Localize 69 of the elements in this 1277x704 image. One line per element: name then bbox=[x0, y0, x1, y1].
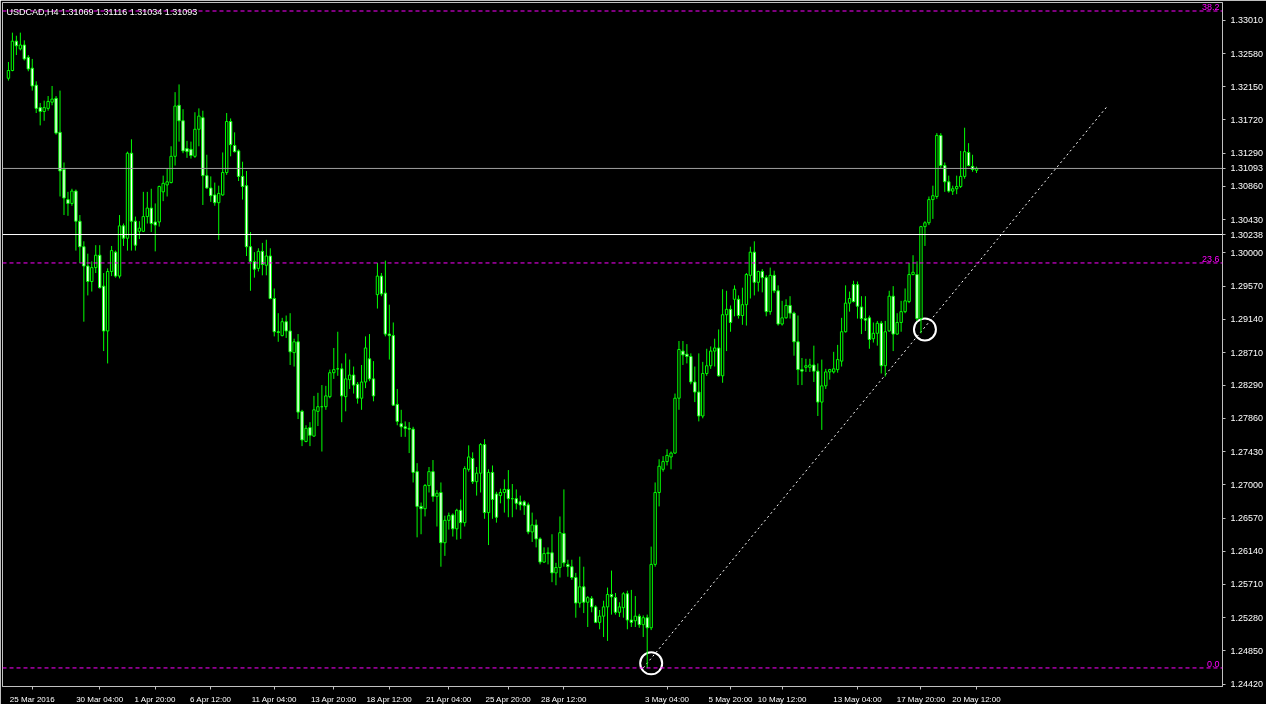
candlestick bbox=[42, 100, 46, 122]
y-tick-label: 1.26140 bbox=[1230, 546, 1264, 557]
x-tick-label: 21 Apr 04:00 bbox=[425, 694, 472, 704]
y-tick-label: 1.31290 bbox=[1230, 148, 1264, 159]
candlestick bbox=[641, 614, 645, 638]
candlestick bbox=[867, 315, 872, 350]
candlestick bbox=[697, 352, 701, 422]
candlestick bbox=[808, 358, 812, 373]
x-tick-label: 25 Apr 20:00 bbox=[485, 694, 532, 704]
y-tick-label: 1.30000 bbox=[1230, 247, 1264, 258]
x-tick-label: 11 Apr 04:00 bbox=[251, 694, 297, 704]
y-tick-label: 1.30430 bbox=[1230, 214, 1264, 225]
candlestick bbox=[149, 188, 153, 233]
candlestick bbox=[502, 478, 507, 514]
y-tick-label: 1.27430 bbox=[1230, 446, 1264, 457]
x-tick-label: 6 Apr 12:00 bbox=[190, 694, 232, 704]
candlestick bbox=[732, 284, 737, 317]
y-tick-label: 1.30860 bbox=[1230, 181, 1264, 192]
y-tick-label: 1.28710 bbox=[1230, 347, 1264, 358]
ref-line-label: 1.30238 bbox=[1230, 229, 1264, 240]
y-tick-label: 1.32580 bbox=[1230, 48, 1264, 59]
candlestick bbox=[609, 570, 614, 616]
y-tick-label: 1.33010 bbox=[1230, 15, 1264, 26]
y-tick-label: 1.24420 bbox=[1230, 679, 1264, 690]
candlestick bbox=[820, 359, 824, 431]
candlestick bbox=[629, 589, 634, 628]
candlestick bbox=[371, 360, 376, 402]
y-tick-label: 1.24850 bbox=[1230, 645, 1264, 656]
x-tick-label: 30 Mar 04:00 bbox=[76, 694, 124, 704]
candlestick bbox=[605, 587, 610, 642]
y-tick-label: 1.27860 bbox=[1230, 413, 1264, 424]
x-tick-label: 3 May 04:00 bbox=[645, 694, 690, 704]
candlestick bbox=[351, 366, 356, 395]
x-tick-label: 10 May 12:00 bbox=[757, 694, 807, 704]
y-tick-label: 1.31720 bbox=[1230, 114, 1264, 125]
candlestick bbox=[209, 175, 213, 203]
candlestick bbox=[958, 150, 963, 189]
y-tick-label: 1.29570 bbox=[1230, 281, 1264, 292]
y-tick-label: 1.26570 bbox=[1230, 513, 1264, 524]
x-tick-label: 5 May 20:00 bbox=[708, 694, 754, 704]
x-tick-label: 20 May 12:00 bbox=[952, 694, 1002, 704]
x-tick-label: 18 Apr 12:00 bbox=[366, 694, 413, 704]
text: USDCAD,H4 1.31069 1.31116 1.31034 1.31093 bbox=[6, 6, 198, 17]
candlestick bbox=[451, 512, 455, 538]
annotation: 23.6 bbox=[1201, 253, 1220, 264]
candlestick bbox=[141, 191, 146, 233]
ref-line-label: 1.31093 bbox=[1230, 163, 1264, 174]
x-tick-label: 13 Apr 20:00 bbox=[310, 694, 357, 704]
x-tick-label: 1 Apr 20:00 bbox=[134, 694, 177, 704]
y-tick-label: 1.28290 bbox=[1230, 380, 1264, 391]
candlestick bbox=[597, 609, 602, 630]
annotation: 0.0 bbox=[1206, 658, 1220, 669]
x-tick-label: 25 Mar 2016 bbox=[9, 694, 56, 704]
candlestick bbox=[550, 533, 554, 583]
y-tick-label: 1.25280 bbox=[1230, 612, 1264, 623]
candlestick bbox=[288, 312, 292, 366]
candlestick bbox=[578, 556, 582, 609]
x-tick-label: 17 May 20:00 bbox=[896, 694, 946, 704]
candlestick bbox=[344, 352, 348, 412]
annotation: 38.2 bbox=[1201, 2, 1220, 12]
x-tick-label: 13 May 04:00 bbox=[833, 694, 883, 704]
x-tick-label: 28 Apr 12:00 bbox=[540, 694, 587, 704]
y-tick-label: 1.32150 bbox=[1230, 81, 1264, 92]
candlestick bbox=[213, 182, 217, 207]
y-tick-label: 1.25710 bbox=[1230, 579, 1264, 590]
y-tick-label: 1.27000 bbox=[1230, 479, 1264, 490]
candlestick bbox=[375, 262, 380, 310]
candlestick bbox=[621, 591, 626, 619]
y-tick-label: 1.29140 bbox=[1230, 314, 1264, 325]
